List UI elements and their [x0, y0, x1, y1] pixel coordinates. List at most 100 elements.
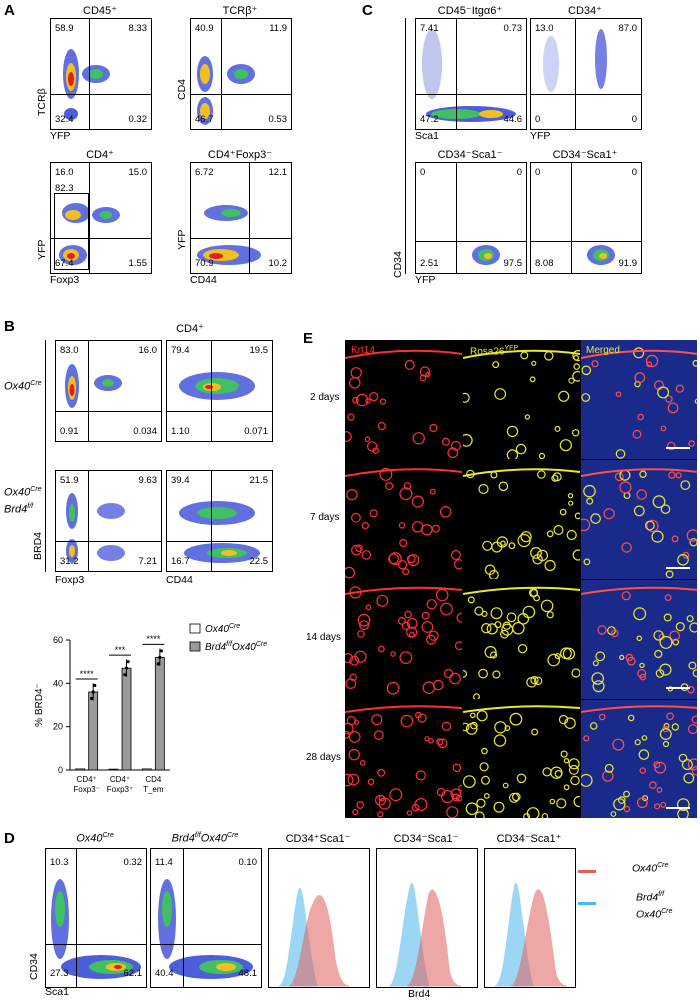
b2-q-br: 0.071	[244, 426, 268, 437]
a2-title: TCRβ⁺	[222, 5, 258, 17]
c-y-label: CD34	[392, 251, 404, 278]
bar-legend-label: Brd4f/fOx40Cre	[205, 641, 267, 653]
e-row-1-label: 2 days	[310, 392, 340, 403]
b3-q-tl: 51.9	[60, 475, 79, 486]
c3-x-label: YFP	[415, 274, 436, 286]
d2-q-bl: 40.4	[155, 968, 174, 979]
a1-title: CD45⁺	[83, 5, 117, 17]
d2-q-tr: 0.10	[238, 857, 258, 868]
c4-density	[587, 245, 615, 265]
b-x-label-1: Foxp3	[55, 574, 85, 586]
a3-title: CD4⁺	[86, 149, 114, 161]
a3-plot: 16.0 15.0 82.3 67.4 1.55	[50, 162, 152, 274]
a3-q-bl: 67.4	[55, 258, 74, 269]
bar-dot	[123, 673, 127, 677]
c1-q-bl: 47.2	[420, 114, 439, 125]
a4-q-bl: 70.9	[195, 258, 214, 269]
e-tile-r2-c3	[581, 460, 697, 579]
c1-q-br: 44.6	[503, 114, 523, 125]
bar-1-2	[108, 768, 119, 771]
e-tile-r3-c2	[463, 580, 580, 699]
a4-density	[197, 205, 261, 265]
b3-q-bl: 31.2	[60, 556, 79, 567]
bar-significance: ****	[146, 634, 161, 644]
bar-y-tick-label: 0	[58, 765, 63, 775]
c4-q-bl: 8.08	[535, 258, 554, 269]
d1-title: Ox40Cre	[76, 832, 114, 845]
c4-title: CD34⁻Sca1⁺	[552, 149, 618, 161]
a1-q-br: 0.32	[128, 114, 148, 125]
d1-plot: 10.3 0.32 27.3 62.1	[45, 848, 147, 988]
c3-q-bl: 2.51	[420, 258, 439, 269]
e-col-title-3: Merged	[586, 345, 620, 356]
bar-legend-swatch	[189, 623, 201, 634]
a4-title: CD4⁺Foxp3⁻	[207, 149, 273, 161]
a3-q-br: 1.55	[128, 258, 148, 269]
e-tile-r3-c3	[581, 580, 697, 699]
e-scale-bar	[666, 447, 690, 449]
bar-significance: ***	[115, 645, 126, 655]
a3-q-tl: 16.0	[55, 167, 74, 178]
e-scale-bar	[666, 687, 690, 689]
e-scale-bar	[666, 807, 690, 809]
c1-title: CD45⁻Itgα6⁺	[437, 5, 503, 17]
e-tile-r2-c1	[345, 460, 462, 579]
bar-2-2	[121, 667, 132, 771]
b2-density	[179, 372, 255, 400]
panel-a-label: A	[4, 2, 15, 19]
c2-density	[543, 29, 607, 92]
c1-x-label: Sca1	[415, 130, 439, 142]
b2-q-bl: 1.10	[171, 426, 190, 437]
bar-dot	[124, 666, 129, 670]
d-x-label: Sca1	[45, 986, 69, 998]
a4-plot: 6.72 12.1 70.9 10.2	[190, 162, 292, 274]
a4-q-tl: 6.72	[195, 167, 214, 178]
a2-q-bl: 46.7	[195, 114, 214, 125]
bar-y-tick-label: 40	[53, 678, 63, 688]
c4-q-tl: 0	[535, 167, 541, 178]
a1-y-label: TCRβ	[36, 88, 48, 116]
bar-2-3	[154, 656, 165, 771]
bar-dot	[93, 683, 97, 688]
c1-plot: 7.41 0.73 47.2 44.6	[415, 18, 527, 130]
bar-2-1	[88, 691, 99, 771]
e-tile-r4-c2	[463, 700, 580, 818]
bar-dot	[156, 662, 160, 666]
c3-q-tr: 0	[516, 167, 522, 178]
bar-y-tick-label: 20	[53, 722, 63, 732]
a2-q-tr: 11.9	[269, 23, 287, 34]
a1-q-tr: 8.33	[128, 23, 148, 34]
d-hist-3	[484, 848, 576, 988]
d1-density	[51, 879, 141, 979]
a3-gate-value: 82.3	[55, 183, 74, 194]
b1-q-tl: 83.0	[60, 345, 79, 356]
a2-q-tl: 40.9	[195, 23, 214, 34]
b4-q-bl: 16.7	[171, 556, 190, 567]
bar-category-label-2: Foxp3⁻	[73, 785, 99, 794]
bar-significance: ****	[80, 669, 95, 679]
bar-category-label-2: T_em	[143, 785, 164, 794]
c4-plot: 0 0 8.08 91.9	[530, 162, 642, 274]
b3-density	[66, 493, 125, 563]
d-legend-label-1: Ox40Cre	[632, 862, 669, 875]
a2-plot: 40.9 11.9 46.7 0.53	[190, 18, 292, 130]
b3-plot: 51.9 9.63 31.2 7.21	[55, 470, 162, 572]
b4-q-tl: 39.4	[171, 475, 190, 486]
bar-category-label: CD4	[145, 775, 162, 784]
e-tile-r2-c2	[463, 460, 580, 579]
b-row2-label: Ox40Cre Brd4f/f	[4, 486, 42, 516]
a3-density	[59, 203, 120, 265]
b1-plot: 83.0 16.0 0.91 0.034	[55, 340, 162, 442]
panel-e-label: E	[303, 330, 314, 347]
a3-gate	[54, 193, 89, 270]
a4-y-label: YFP	[176, 229, 188, 250]
a4-q-br: 10.2	[268, 258, 288, 269]
e-tile-r3-c1	[345, 580, 462, 699]
c3-title: CD34⁻Sca1⁻	[437, 149, 503, 161]
c2-title: CD34⁺	[568, 5, 602, 17]
b1-q-tr: 16.0	[138, 345, 158, 356]
d2-density	[158, 879, 253, 979]
d-hist-title-2: CD34⁻Sca1⁻	[393, 833, 459, 845]
c3-q-br: 97.5	[503, 258, 523, 269]
